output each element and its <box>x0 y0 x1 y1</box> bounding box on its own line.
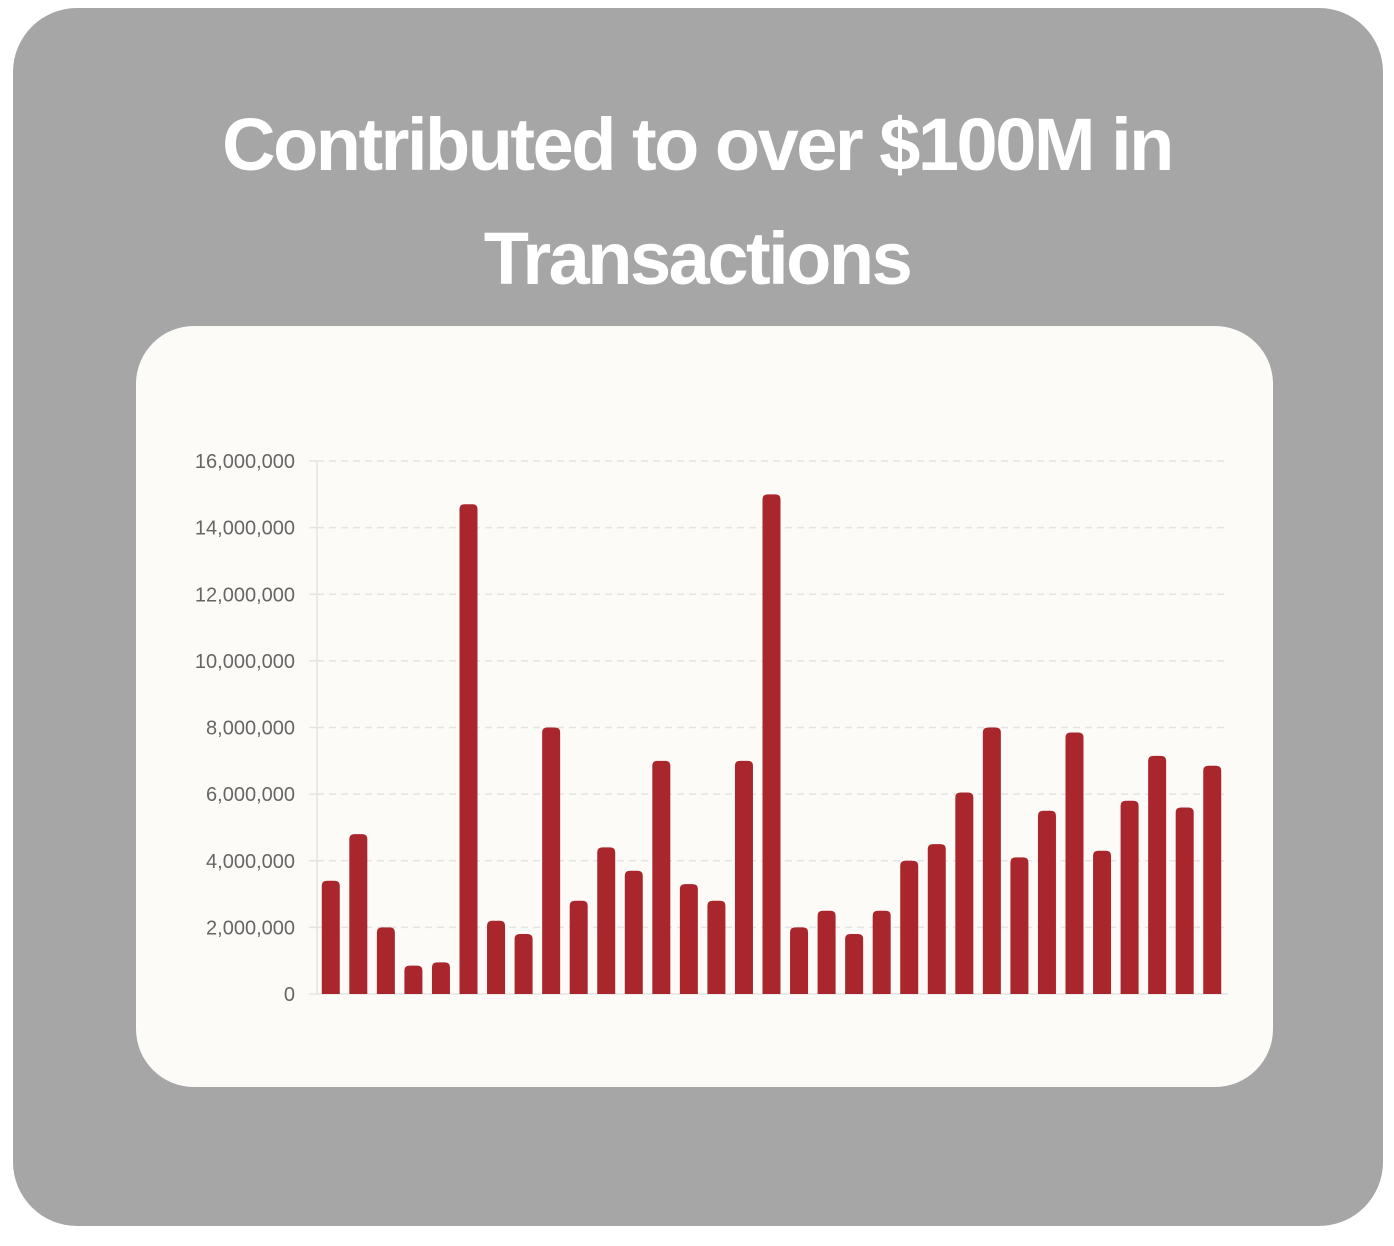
bar <box>321 880 340 994</box>
bar <box>597 847 616 994</box>
y-tick-label: 14,000,000 <box>195 518 295 540</box>
bar <box>404 965 423 994</box>
bar <box>955 792 974 994</box>
page-title: Contributed to over $100M in Transaction… <box>0 88 1394 316</box>
chart-panel: 0 2,000,000 4,000,000 6,000,000 8,000,000 10,… <box>136 326 1273 1087</box>
y-tick-label: 6,000,000 <box>206 784 295 806</box>
y-tick-label: 12,000,000 <box>195 584 295 606</box>
bar <box>762 494 781 994</box>
bar <box>376 927 395 994</box>
y-tick-label: 8,000,000 <box>206 718 295 740</box>
bar <box>679 884 698 994</box>
bar <box>845 934 864 994</box>
bar <box>900 860 919 994</box>
y-tick-label: 4,000,000 <box>206 851 295 873</box>
bar <box>790 927 809 994</box>
y-tick-label: 0 <box>284 984 295 1006</box>
y-tick-label: 10,000,000 <box>195 651 295 673</box>
bar <box>624 870 643 994</box>
bar-chart: 0 2,000,000 4,000,000 6,000,000 8,000,000 10,… <box>195 451 1228 1006</box>
bar <box>1175 807 1194 994</box>
title-line-1: Contributed to over $100M in <box>222 103 1174 186</box>
bar <box>1203 765 1222 994</box>
bar <box>872 910 891 994</box>
bar <box>1148 755 1167 994</box>
bar <box>514 934 533 994</box>
title-line-2: Transactions <box>483 217 913 300</box>
bar <box>734 760 753 994</box>
bar <box>349 834 368 994</box>
bar <box>487 920 506 994</box>
bar <box>431 962 450 994</box>
y-tick-label: 16,000,000 <box>195 451 295 473</box>
bar <box>1093 850 1112 994</box>
bar <box>459 504 478 994</box>
bar <box>542 727 561 994</box>
bar <box>982 727 1001 994</box>
bar <box>652 760 671 994</box>
bar <box>1065 732 1084 994</box>
bar <box>927 844 946 994</box>
y-tick-label: 2,000,000 <box>206 917 295 939</box>
bar <box>1037 810 1056 994</box>
bar <box>569 900 588 994</box>
bar <box>817 910 836 994</box>
bar <box>1010 857 1029 994</box>
bar <box>707 900 726 994</box>
bar <box>1120 800 1139 994</box>
